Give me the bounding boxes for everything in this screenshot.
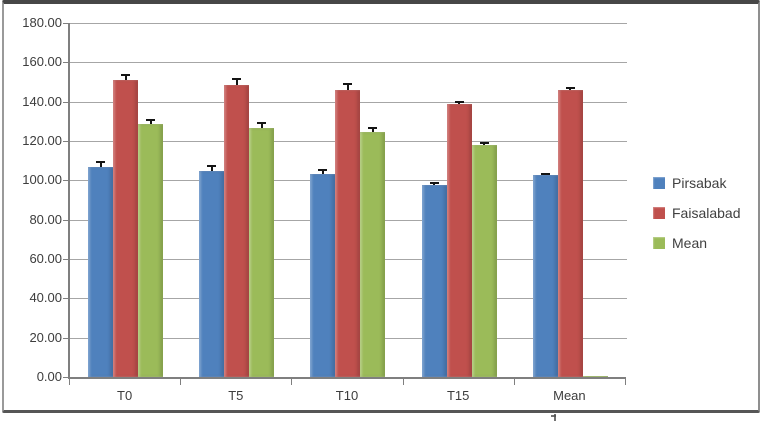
y-axis-tick <box>63 219 69 221</box>
error-bar-cap <box>540 172 550 175</box>
error-bar-cap <box>343 82 353 85</box>
x-axis-category-label: T5 <box>228 388 244 403</box>
y-axis-tick <box>63 101 69 103</box>
x-axis-category-label: T0 <box>117 388 133 403</box>
bar-mean-t0 <box>138 124 163 377</box>
error-bar-whisker <box>321 170 324 175</box>
legend-item-mean: Mean <box>653 228 741 258</box>
y-axis-tick-label: 140.00 <box>22 93 62 109</box>
error-bar-cap <box>368 126 378 129</box>
y-axis <box>68 23 70 379</box>
y-axis-tick <box>63 298 69 300</box>
legend-swatch-icon <box>653 237 665 249</box>
error-bar-cap <box>207 164 217 167</box>
y-axis-tick-label: 160.00 <box>22 54 62 70</box>
bar-faisalabad-mean <box>557 89 583 377</box>
error-bar-whisker <box>124 74 127 81</box>
bar-pirsabak-t15 <box>421 185 447 377</box>
error-bar-whisker <box>210 165 213 172</box>
y-gridline <box>69 62 627 64</box>
y-gridline <box>69 23 627 24</box>
y-axis-tick <box>63 141 69 142</box>
error-bar-cap <box>429 182 439 185</box>
y-axis-tick-label: 40.00 <box>29 290 62 306</box>
legend-swatch-icon <box>653 177 665 189</box>
bar-mean-t15 <box>471 144 497 377</box>
x-axis-tick <box>513 379 515 385</box>
y-axis-tick-label: 120.00 <box>22 133 62 148</box>
y-axis-tick-label: 0.00 <box>36 369 62 384</box>
y-axis-tick-label: 180.00 <box>22 15 62 30</box>
y-axis-tick <box>63 259 69 260</box>
bar-mean-t5 <box>249 128 275 377</box>
legend-swatch-icon <box>653 207 665 219</box>
caption-fragment <box>551 415 556 417</box>
bar-pirsabak-mean <box>532 175 558 377</box>
bar-mean-mean <box>582 376 608 378</box>
x-axis <box>68 377 626 379</box>
bar-pirsabak-t5 <box>199 171 225 377</box>
bar-faisalabad-t15 <box>446 103 472 377</box>
error-bar-whisker <box>235 79 238 85</box>
error-bar-whisker <box>99 161 102 167</box>
x-axis-tick <box>402 379 404 385</box>
error-bar-whisker <box>260 123 263 129</box>
legend-label: Mean <box>672 235 708 251</box>
error-bar-cap <box>454 101 464 104</box>
legend-item-pirsabak: Pirsabak <box>653 168 741 198</box>
bar-faisalabad-t0 <box>113 80 138 377</box>
x-axis-category-label: T15 <box>446 388 470 403</box>
error-bar-cap <box>479 141 489 144</box>
x-axis-tick <box>69 379 70 385</box>
y-axis-tick-label: 20.00 <box>29 329 62 345</box>
error-bar-whisker <box>346 83 349 90</box>
bar-faisalabad-t10 <box>335 89 361 377</box>
x-axis-category-label: T10 <box>335 388 359 403</box>
error-bar-whisker <box>483 142 486 145</box>
bar-pirsabak-t10 <box>310 174 336 377</box>
y-axis-tick <box>63 62 69 64</box>
x-axis-tick <box>625 379 626 385</box>
x-axis-tick <box>291 379 293 385</box>
x-axis-tick <box>180 379 182 385</box>
error-bar-cap <box>257 122 267 125</box>
legend-item-faisalabad: Faisalabad <box>653 198 741 228</box>
y-axis-tick-label: 60.00 <box>29 251 62 266</box>
bar-pirsabak-t0 <box>88 166 113 377</box>
y-axis-tick <box>63 180 69 182</box>
legend-label: Pirsabak <box>672 175 727 191</box>
error-bar-cap <box>96 160 105 163</box>
error-bar-cap <box>121 73 130 76</box>
y-axis-tick <box>63 337 69 339</box>
y-axis-tick-label: 100.00 <box>22 172 62 188</box>
y-axis-tick <box>63 23 69 24</box>
legend: Pirsabak Faisalabad Mean <box>653 168 741 258</box>
x-axis-category-label: Mean <box>553 388 586 403</box>
error-bar-whisker <box>371 127 374 133</box>
bar-mean-t10 <box>360 132 386 377</box>
legend-label: Faisalabad <box>672 205 741 221</box>
error-bar-whisker <box>149 119 152 125</box>
error-bar-cap <box>146 118 155 121</box>
caption-fragment <box>554 414 556 421</box>
error-bar-cap <box>318 169 328 172</box>
error-bar-cap <box>232 78 242 81</box>
bar-faisalabad-t5 <box>224 84 250 377</box>
y-axis-tick <box>63 377 69 378</box>
error-bar-cap <box>565 87 575 90</box>
y-axis-tick-label: 80.00 <box>29 211 62 227</box>
